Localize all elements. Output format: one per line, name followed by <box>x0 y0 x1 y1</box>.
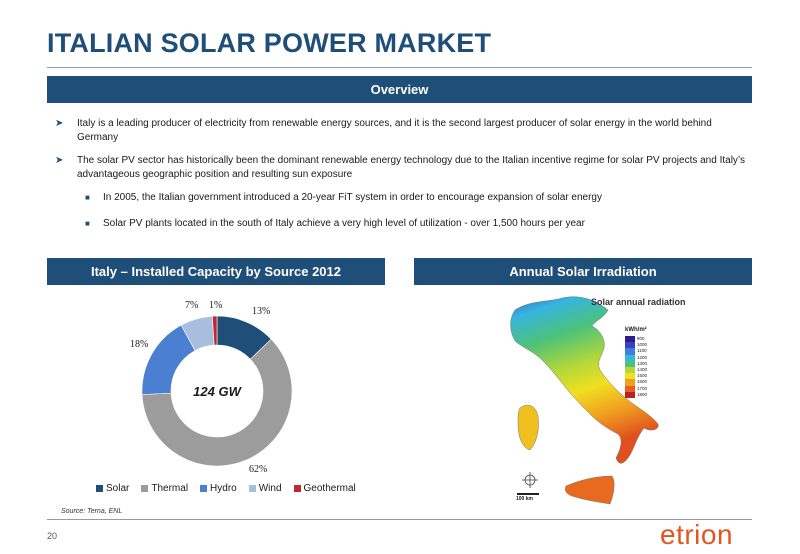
square-bullet-icon: ■ <box>85 219 90 228</box>
sub-bullet-item: ■ In 2005, the Italian government introd… <box>55 191 755 205</box>
scale-swatch <box>625 354 635 361</box>
scale-swatch <box>625 391 635 398</box>
scale-swatch <box>625 379 635 386</box>
bullet-item: ➤ The solar PV sector has historically b… <box>55 154 755 182</box>
overview-banner: Overview <box>47 76 752 103</box>
legend-swatch <box>293 485 301 492</box>
page-number: 20 <box>47 531 58 541</box>
scale-swatch <box>625 373 635 380</box>
scale-swatch <box>625 366 635 374</box>
slice-geothermal <box>212 315 218 346</box>
donut-center-label: 124 GW <box>193 384 242 399</box>
mainland-italy-shape <box>510 296 659 464</box>
legend-swatch <box>248 485 256 492</box>
sub-bullet-text: In 2005, the Italian government introduc… <box>103 192 602 203</box>
irradiation-banner: Annual Solar Irradiation <box>414 258 752 285</box>
legend-item-geothermal: Geothermal <box>293 483 356 494</box>
arrow-bullet-icon: ➤ <box>55 118 64 129</box>
legend-swatch <box>200 485 208 492</box>
map-distance-label: 100 km <box>516 496 533 502</box>
bullet-text: The solar PV sector has historically bee… <box>77 155 745 180</box>
overview-bullets: ➤ Italy is a leading producer of electri… <box>55 117 755 243</box>
scale-value: 1800 <box>637 391 648 397</box>
chart-legend: Solar Thermal Hydro Wind Geothermal <box>96 483 356 494</box>
footer-divider <box>47 519 752 520</box>
scale-value: 1500 <box>637 373 648 379</box>
map-color-scale <box>625 336 635 398</box>
scale-value: 1100 <box>637 348 647 354</box>
sicily-shape <box>565 475 615 505</box>
scale-value: 1200 <box>637 354 648 360</box>
legend-swatch <box>141 485 149 492</box>
bullet-text: Italy is a leading producer of electrici… <box>77 118 712 143</box>
legend-item-solar: Solar <box>96 483 129 494</box>
scale-value: 900 <box>637 336 645 341</box>
slice-thermal <box>141 338 293 467</box>
page-title: ITALIAN SOLAR POWER MARKET <box>47 28 492 58</box>
scale-bar-line <box>517 493 539 495</box>
scale-swatch <box>625 336 635 343</box>
capacity-banner: Italy – Installed Capacity by Source 201… <box>47 258 385 285</box>
etrion-logo: etrion <box>660 519 734 550</box>
square-bullet-icon: ■ <box>85 193 90 202</box>
bullet-item: ➤ Italy is a leading producer of electri… <box>55 117 755 145</box>
scale-swatch <box>625 385 635 392</box>
title-divider <box>47 67 752 68</box>
sardinia-shape <box>517 405 539 451</box>
italy-irradiation-map <box>510 296 659 505</box>
scale-value: 1300 <box>637 360 648 366</box>
slice-label-hydro: 18% <box>130 339 149 350</box>
scale-swatch <box>625 348 635 355</box>
scale-swatch <box>625 342 635 349</box>
scale-value: 1400 <box>637 367 648 373</box>
scale-value: 1700 <box>637 385 648 391</box>
slice-label-thermal: 62% <box>249 464 268 475</box>
scale-swatch <box>625 360 635 367</box>
map-unit-label: kWh/m² <box>625 327 647 333</box>
scale-value: 1600 <box>637 379 648 385</box>
map-title: Solar annual radiation <box>591 297 686 307</box>
slice-label-wind: 7% <box>185 300 199 311</box>
map-scale-values: 900 1000 1100 1200 1300 1400 1500 1600 1700 1800 <box>637 336 647 398</box>
sub-bullet-item: ■ Solar PV plants located in the south o… <box>55 217 755 231</box>
slice-label-solar: 13% <box>252 306 271 317</box>
legend-item-thermal: Thermal <box>141 483 188 494</box>
arrow-bullet-icon: ➤ <box>55 155 64 166</box>
slice-label-geothermal: 1% <box>209 300 223 311</box>
source-note: Source: Terna, ENL <box>61 508 123 515</box>
sub-bullet-text: Solar PV plants located in the south of … <box>103 218 585 229</box>
legend-swatch <box>96 485 103 492</box>
legend-item-wind: Wind <box>248 483 282 494</box>
scale-value: 1000 <box>637 342 648 348</box>
compass-icon <box>522 472 538 488</box>
legend-item-hydro: Hydro <box>200 483 237 494</box>
